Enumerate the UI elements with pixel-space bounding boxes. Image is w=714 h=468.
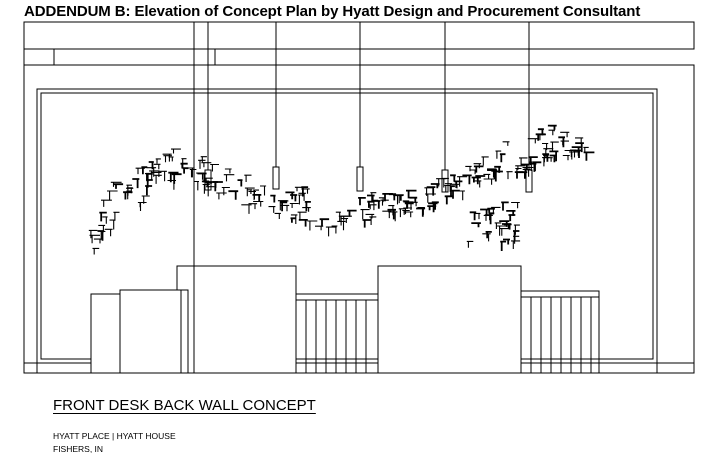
page-title: ADDENDUM B: Elevation of Concept Plan by… bbox=[24, 3, 641, 20]
ceiling-soffit bbox=[23, 21, 695, 66]
front-desk bbox=[90, 22, 522, 374]
slatted-panels bbox=[295, 290, 600, 374]
project-name: HYATT PLACE | HYATT HOUSE bbox=[53, 431, 176, 441]
wall-sculpture bbox=[88, 124, 595, 255]
concept-title: FRONT DESK BACK WALL CONCEPT bbox=[53, 397, 316, 414]
pendant-lights bbox=[204, 22, 533, 193]
project-location: FISHERS, IN bbox=[53, 444, 104, 454]
